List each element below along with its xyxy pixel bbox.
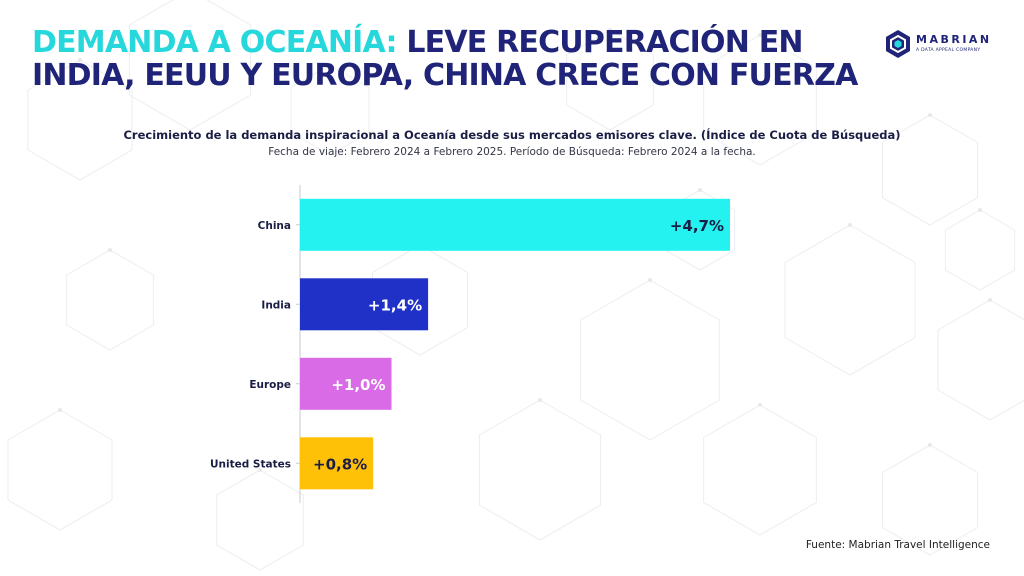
background-node [258,468,262,472]
background-node [648,278,652,282]
background-hexagon [371,244,469,356]
brand-name: MABRIAN [916,33,992,46]
background-hexagon [478,399,602,541]
bar-china [300,198,730,251]
background-hexagon [703,404,817,536]
page-title: DEMANDA A OCEANÍA: LEVE RECUPERACIÓN EN … [32,26,892,92]
background-node [108,248,112,252]
source-note: Fuente: Mabrian Travel Intelligence [805,539,990,551]
background-hexagon [944,209,1016,291]
chart-subtitle: Fecha de viaje: Febrero 2024 a Febrero 2… [268,146,756,158]
background-hexagon [566,29,654,131]
chart-title: Crecimiento de la demanda inspiracional … [123,128,901,142]
background-node [58,408,62,412]
background-node [928,443,932,447]
background-hexagon [290,64,370,156]
category-label: China [258,220,291,232]
background-node [978,208,982,212]
background-node [78,58,82,62]
background-hexagon [7,409,113,531]
background-node [538,398,542,402]
background-node [608,28,612,32]
background-node [328,63,332,67]
background-hexagon [216,469,304,571]
background-node [988,298,992,302]
mabrian-logo: MABRIAN A DATA APPEAL COMPANY [884,29,994,63]
data-label: +0,8% [313,455,367,473]
background-node [848,223,852,227]
data-label: +1,4% [368,296,422,314]
background-hexagon [881,444,979,556]
background-hexagon [937,299,1024,421]
background-hexagon [66,249,154,351]
background-node [928,113,932,117]
category-label: Europe [249,379,291,391]
category-label: India [261,299,291,311]
bar-europe [300,357,392,410]
data-label: +4,7% [670,217,724,235]
background-node [698,188,702,192]
background-hexagon [128,0,252,131]
data-label: +1,0% [331,376,385,394]
background-hexagon [27,59,133,181]
page-title-accent: DEMANDA A OCEANÍA: [32,25,397,60]
category-label: United States [210,458,291,470]
background-hexagon [703,34,817,166]
page-title-rest: LEVE RECUPERACIÓN EN INDIA, EEUU Y EUROP… [32,25,858,93]
background-hexagon [784,224,916,376]
background-node [758,33,762,37]
background-node [758,403,762,407]
background-hexagon [881,114,979,226]
bar-india [300,278,429,331]
background-hexagon [580,279,720,441]
hexagon-logo-icon [886,30,910,58]
bar-united-states [300,437,374,490]
brand-tagline: A DATA APPEAL COMPANY [916,48,981,53]
